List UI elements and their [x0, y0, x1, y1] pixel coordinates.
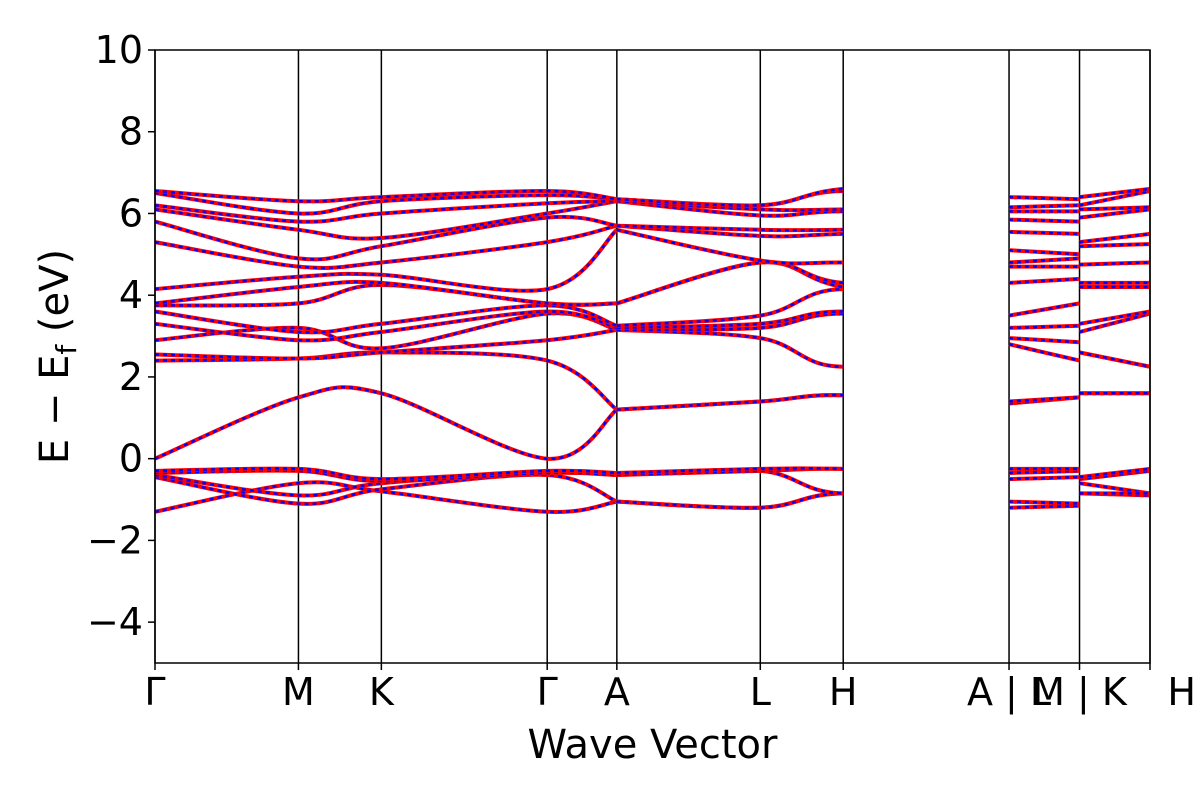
- band-17-segment-1-spin-b: [616, 199, 844, 212]
- band-16-segment-3-spin-b: [1079, 208, 1151, 219]
- band-9-segment-0-spin-b: [154, 310, 618, 342]
- band-13-segment-1-spin-a: [616, 227, 844, 266]
- band-18-segment-2-spin-b: [1008, 204, 1080, 209]
- band-2-segment-2-spin-b: [1008, 475, 1080, 481]
- band-14-segment-3-spin-b: [1079, 242, 1151, 248]
- band-17-segment-0-spin-b: [154, 199, 617, 224]
- plot-frame: [154, 49, 1151, 664]
- band-1-segment-2-spin-b: [1008, 500, 1080, 505]
- band-15-segment-0-spin-b: [154, 215, 617, 261]
- y-axis-title: E − Ef (eV): [32, 249, 83, 464]
- band-4-segment-1-spin-b: [616, 467, 844, 475]
- y-tick-label: 8: [119, 110, 143, 154]
- band-19-segment-1-spin-a: [616, 186, 844, 208]
- band-9-segment-2-spin-b: [1008, 324, 1080, 330]
- x-axis-ticks: Γ M K Γ A L H A | LM | K H: [144, 663, 1196, 715]
- band-5-segment-0-spin-b: [154, 385, 618, 460]
- band-14-segment-0-spin-b: [154, 224, 618, 270]
- band-17-segment-3-spin-b: [1079, 206, 1151, 211]
- band-16-segment-0-spin-b: [154, 199, 618, 240]
- band-0-segment-0-spin-b: [154, 481, 618, 514]
- y-tick-label: 10: [95, 28, 143, 72]
- band-0-segment-2-spin-b: [1008, 504, 1080, 509]
- band-10-segment-3-spin-b: [1079, 310, 1151, 326]
- band-16-segment-2-spin-b: [1008, 218, 1080, 223]
- y-axis-ticks: −4 −2 0 2 4 6 8 10: [87, 28, 155, 644]
- band-8-segment-3-spin-b: [1079, 351, 1151, 368]
- band-13-segment-2-spin-b: [1008, 257, 1080, 264]
- band-1-segment-0-spin-b: [154, 473, 618, 506]
- band-18-segment-0-spin-b: [154, 191, 617, 215]
- y-tick-label: −4: [87, 600, 143, 644]
- x-tick-label: Γ: [537, 670, 558, 714]
- band-1-segment-1-spin-a: [616, 491, 844, 510]
- band-lines: [154, 186, 1151, 514]
- band-10-segment-2-spin-b: [1008, 302, 1080, 317]
- band-7-segment-0-spin-b: [154, 328, 617, 360]
- x-tick-label: H: [829, 670, 858, 714]
- x-tick-label: L: [750, 670, 771, 714]
- band-8-segment-1-spin-a: [616, 311, 844, 332]
- band-12-segment-0-spin-b: [154, 280, 617, 307]
- band-12-segment-1-spin-b: [616, 260, 844, 305]
- y-tick-label: −2: [87, 518, 143, 562]
- band-4-segment-0-spin-b: [154, 467, 617, 481]
- band-3-segment-2-spin-b: [1008, 469, 1080, 475]
- band-13-segment-3-spin-b: [1079, 261, 1151, 266]
- band-14-segment-1-spin-b: [616, 224, 844, 238]
- band-10-segment-0-spin-b: [154, 304, 618, 334]
- band-7-segment-2-spin-b: [1008, 342, 1080, 362]
- band-8-segment-2-spin-b: [1008, 336, 1080, 344]
- band-13-segment-0-spin-b: [154, 228, 618, 293]
- band-15-segment-3-spin-b: [1079, 232, 1151, 244]
- x-axis-title: Wave Vector: [528, 722, 779, 768]
- band-16-segment-1-spin-b: [616, 199, 844, 218]
- x-tick-label: Γ: [144, 670, 165, 714]
- band-15-segment-1-spin-b: [616, 224, 844, 232]
- band-18-segment-3-spin-b: [1079, 189, 1151, 207]
- band-10-segment-1-spin-b: [616, 287, 844, 328]
- band-6-segment-2-spin-b: [1008, 396, 1080, 403]
- band-4-segment-3-spin-b: [1079, 467, 1151, 479]
- band-9-segment-3-spin-a: [1078, 311, 1151, 334]
- band-11-segment-2-spin-b: [1008, 277, 1080, 285]
- y-tick-label: 4: [119, 273, 143, 317]
- band-9-segment-1-spin-a: [616, 309, 844, 330]
- band-19-segment-3-spin-b: [1079, 187, 1151, 199]
- band-19-segment-0-spin-b: [154, 189, 617, 203]
- x-tick-label: M: [282, 670, 315, 714]
- x-tick-label: H: [1167, 670, 1196, 714]
- x-tick-label: K: [369, 670, 395, 714]
- x-tick-label: A | L: [967, 670, 1051, 715]
- band-15-segment-2-spin-b: [1008, 230, 1080, 236]
- x-tick-label: M | K: [1032, 670, 1128, 715]
- y-tick-label: 2: [119, 355, 143, 399]
- band-14-segment-2-spin-b: [1008, 248, 1080, 256]
- y-tick-label: 0: [119, 437, 143, 481]
- y-tick-label: 6: [119, 191, 143, 235]
- band-6-segment-1-spin-b: [616, 393, 844, 411]
- band-19-segment-2-spin-b: [1008, 195, 1080, 201]
- x-tick-label: A: [604, 670, 630, 714]
